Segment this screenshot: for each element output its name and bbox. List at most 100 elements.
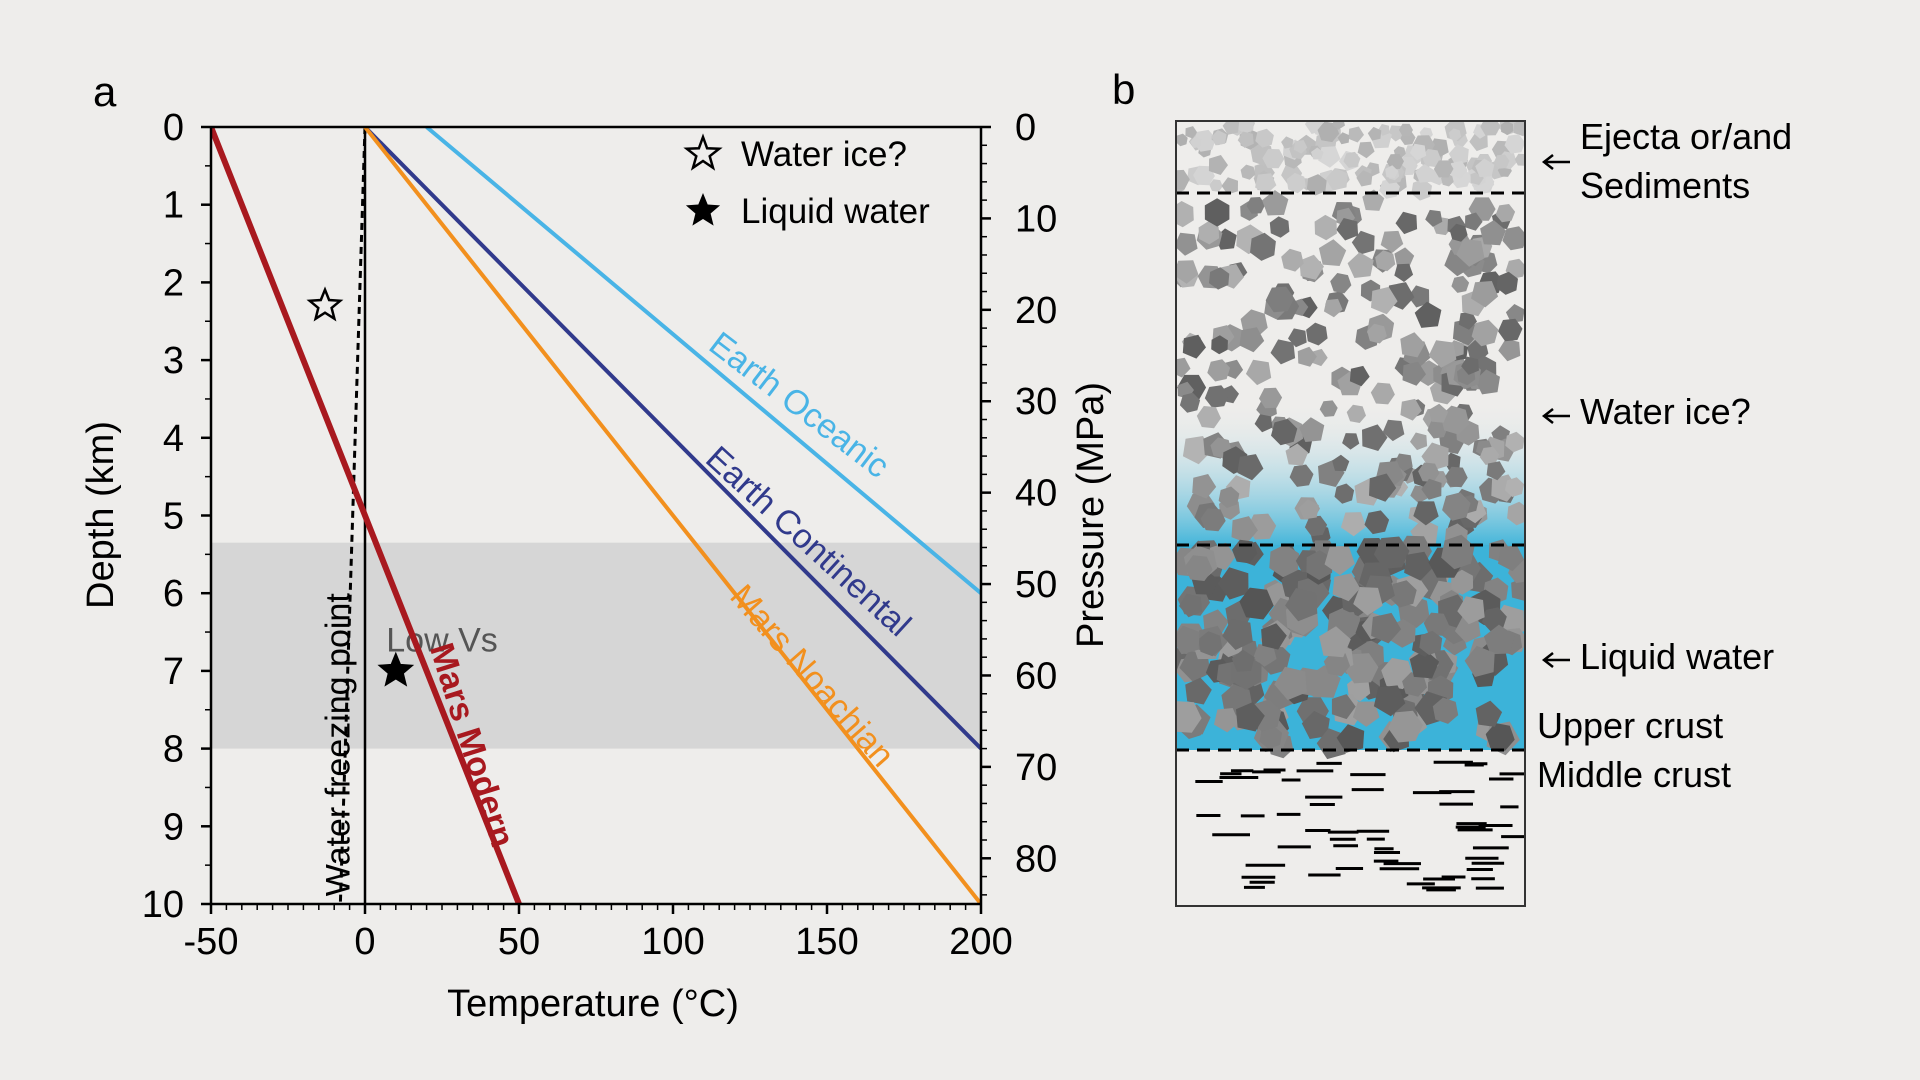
rock-fragment: [1352, 701, 1380, 727]
label-ejecta-line1: Ejecta or/and: [1580, 116, 1792, 157]
rock-fragment: [1346, 404, 1366, 423]
rock-fragment: [1400, 398, 1422, 421]
rock-fragment: [1419, 630, 1443, 656]
rock-fragment: [1222, 121, 1240, 135]
y-tick-label: 5: [163, 496, 184, 538]
low-vs-label: Low Vs: [386, 621, 498, 659]
legend: Water ice? Liquid water: [683, 133, 930, 231]
rock-fragment: [1402, 672, 1427, 697]
rock-fragment: [1351, 230, 1375, 255]
series-line-earth-continental: [363, 127, 981, 751]
rock-fragment: [1286, 172, 1306, 194]
rock-fragment: [1255, 173, 1277, 195]
rock-fragment: [1348, 126, 1364, 143]
rock-fragment: [1311, 147, 1324, 160]
rock-fragment: [1343, 151, 1361, 168]
rock-fragment: [1324, 546, 1355, 576]
rock-fragment: [1239, 587, 1274, 620]
rock-fragment: [1306, 174, 1327, 196]
rock-fragment: [1408, 285, 1430, 308]
rock-fragment: [1198, 631, 1223, 657]
rock-fragment: [1398, 123, 1413, 137]
rock-fragment: [1486, 461, 1506, 481]
rock-fragment: [1236, 702, 1265, 732]
rock-fragment: [1480, 121, 1501, 136]
rock-fragment: [1262, 190, 1289, 216]
rock-fragment: [1353, 587, 1383, 616]
rock-fragment: [1382, 419, 1405, 442]
rock-fragment: [1432, 697, 1459, 724]
y2-tick-label: 0: [1015, 107, 1036, 149]
rock-fragment: [1288, 328, 1307, 348]
x-tick-label: 50: [498, 921, 540, 963]
rock-fragment: [1400, 332, 1426, 358]
x-tick-label: 200: [949, 921, 1012, 963]
rock-fragment: [1483, 624, 1515, 655]
rock-fragment: [1311, 348, 1328, 367]
arrow-icon: [1541, 154, 1570, 170]
rock-fragment: [1255, 128, 1274, 148]
rock-fragment: [1371, 612, 1402, 644]
y-tick-label: 4: [163, 418, 184, 460]
rock-fragment: [1289, 464, 1314, 487]
rock-fragment: [1176, 169, 1190, 190]
series-label: Water freezing point: [320, 593, 358, 897]
rock-fragment: [1231, 649, 1255, 672]
rock-fragment: [1269, 216, 1290, 238]
plot-a: Low Vs -50 0 50 100 150 200012345678910010203…: [142, 107, 1058, 963]
series-line-mars-noachian: [363, 127, 981, 904]
rock-fragment: [1253, 644, 1277, 667]
arrow-icon: [1541, 408, 1570, 424]
rock-fragment: [1464, 645, 1495, 677]
rock-fragment: [1269, 544, 1300, 578]
rock-fragment: [1198, 221, 1220, 245]
filled-star-icon: [685, 193, 721, 226]
y2-tick-label: 50: [1015, 564, 1057, 606]
rock-fragment: [1237, 131, 1254, 148]
rock-fragment: [1319, 626, 1351, 658]
rock-fragment: [1507, 501, 1525, 526]
rock-fragment: [1389, 580, 1417, 608]
rock-fragment: [1306, 322, 1328, 346]
column-border: [1175, 120, 1526, 907]
rock-fragment: [1331, 694, 1356, 720]
rock-fragment: [1414, 301, 1442, 328]
rock-fragment: [1498, 545, 1525, 572]
label-upper-crust: Upper crust: [1537, 705, 1723, 746]
rock-fragment: [1332, 573, 1361, 602]
rock-fragment: [1224, 359, 1244, 379]
rock-fragment: [1480, 220, 1506, 246]
rock-fragment: [1298, 499, 1319, 520]
rock-fragment: [1176, 133, 1188, 147]
rock-fragment: [1514, 121, 1525, 132]
rock-fragment: [1176, 232, 1198, 256]
rock-fragment: [1299, 254, 1324, 280]
rock-fragment: [1504, 134, 1525, 154]
rock-fragment: [1222, 619, 1253, 650]
rock-fragment: [1299, 417, 1325, 442]
rock-fragment: [1471, 319, 1499, 347]
rock-fragment: [1421, 149, 1442, 167]
rock-fragment: [1448, 144, 1469, 165]
rock-fragment: [1388, 710, 1423, 743]
rock-fragment: [1176, 701, 1202, 733]
rock-fragment: [1323, 651, 1351, 677]
rock-fragment: [1176, 201, 1194, 228]
y2-tick-label: 70: [1015, 747, 1057, 789]
rock-fragment: [1184, 555, 1213, 581]
rock-fragment: [1409, 649, 1440, 679]
rock-fragment: [1402, 361, 1426, 386]
series-line-mars-modern: [211, 127, 522, 904]
rock-fragment: [1239, 327, 1265, 353]
rock-fragment: [1318, 239, 1347, 266]
rock-fragment: [1500, 121, 1514, 135]
rock-fragment: [1209, 542, 1236, 571]
rock-fragment: [1505, 431, 1525, 453]
rock-fragment: [1301, 710, 1330, 739]
rock-fragment: [1337, 132, 1350, 145]
rock-fragment: [1409, 143, 1427, 161]
rock-fragment: [1190, 136, 1202, 149]
rock-fragment: [1231, 516, 1258, 544]
label-water-ice: Water ice?: [1580, 391, 1751, 432]
